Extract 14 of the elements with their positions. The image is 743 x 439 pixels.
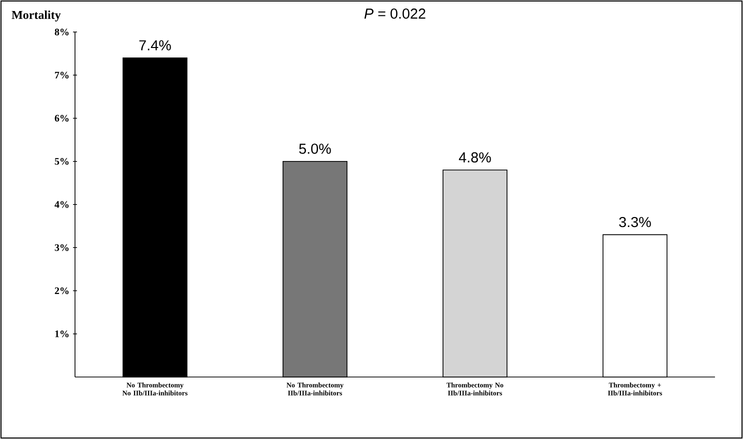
y-tick-label: 8%: [54, 28, 69, 36]
y-tick-label: 7%: [55, 72, 69, 79]
y-tick-label: 3%: [54, 244, 69, 252]
chart-title: P = 0.022: [364, 8, 426, 19]
y-tick-label: 6%: [54, 114, 69, 122]
y-tick-label: 1%: [55, 330, 69, 338]
data-label: 3.3%: [619, 216, 651, 228]
y-tick-label: 2%: [54, 287, 69, 294]
data-label: 5.0%: [299, 144, 331, 154]
data-label: 7.4%: [139, 40, 171, 50]
y-tick-label: 5%: [54, 158, 69, 165]
data-label: 4.8%: [458, 152, 491, 162]
y-axis-title: Mortality: [12, 10, 61, 22]
y-tick-label: 4%: [54, 201, 69, 208]
